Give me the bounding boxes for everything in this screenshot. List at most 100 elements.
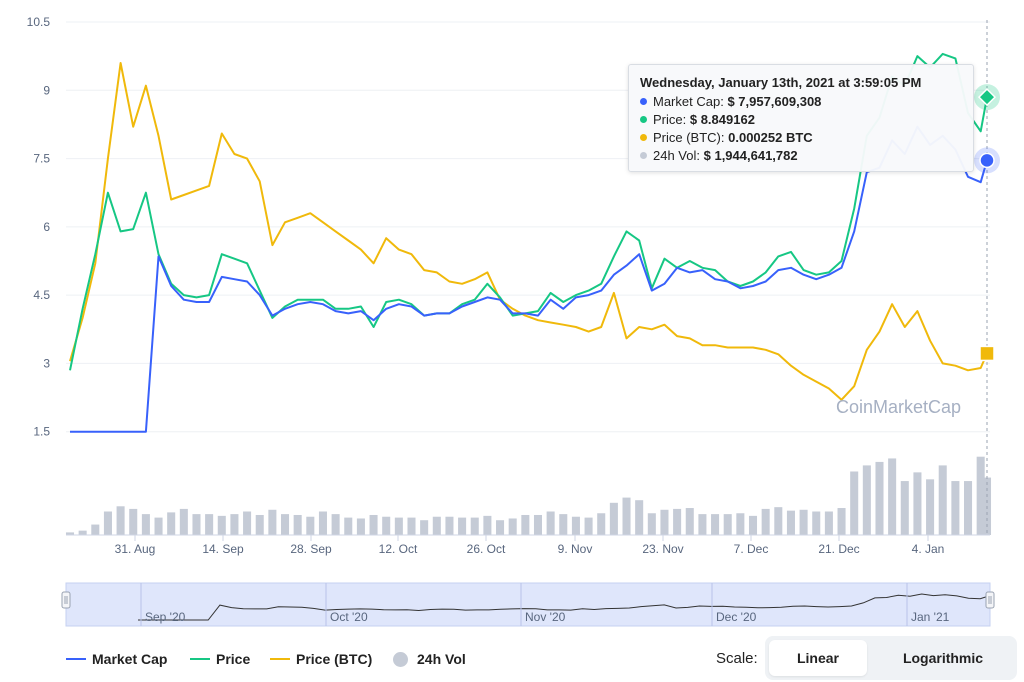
volume-bar: [862, 465, 871, 535]
navigator-left-handle[interactable]: [61, 591, 71, 609]
volume-bar: [496, 520, 505, 535]
price-line-icon: [190, 658, 210, 660]
price-dot-icon: [640, 116, 647, 123]
legend-item-price[interactable]: Price: [190, 648, 250, 670]
market-cap-line: [70, 125, 988, 433]
scale-logarithmic-button[interactable]: Logarithmic: [902, 650, 984, 666]
volume-bar: [91, 524, 100, 535]
volume-bar: [748, 515, 758, 535]
navigator-tick-label: Nov '20: [525, 610, 566, 624]
price-btc-marker: [979, 345, 995, 362]
volume-bar: [584, 517, 593, 535]
volume-bar: [293, 514, 302, 535]
tooltip-row-price-btc: Price (BTC): 0.000252 BTC: [640, 129, 813, 147]
volume-bar: [65, 532, 75, 535]
legend-label: Price (BTC): [296, 651, 373, 667]
volume-bar: [900, 481, 909, 535]
volume-bar: [635, 500, 644, 535]
tooltip-label: Price:: [653, 112, 687, 127]
volume-bar: [799, 509, 808, 535]
y-tick-label: 10.5: [27, 15, 51, 29]
volume-bar: [976, 456, 985, 535]
navigator-line: [138, 593, 987, 621]
tooltip-value: 0.000252 BTC: [728, 130, 813, 145]
x-tick-label: 21. Dec: [818, 542, 859, 556]
legend-label: Price: [216, 651, 251, 667]
volume-bar: [192, 514, 201, 535]
volume-bar: [167, 512, 176, 535]
volume-bar: [369, 514, 378, 535]
tooltip-row-price: Price: $ 8.849162: [640, 111, 755, 129]
volume-bar: [78, 530, 87, 535]
navigator-tick-label: Oct '20: [330, 610, 368, 624]
volume-bar: [761, 508, 770, 535]
y-tick-label: 4.5: [33, 288, 50, 302]
navigator-tick-label: Jan '21: [911, 610, 950, 624]
volume-bar: [888, 458, 897, 535]
tooltip-title: Wednesday, January 13th, 2021 at 3:59:05…: [640, 75, 922, 90]
navigator-right-handle[interactable]: [985, 591, 995, 609]
y-tick-label: 7.5: [33, 152, 50, 166]
volume-bar: [533, 514, 543, 535]
price-btc-dot-icon: [640, 134, 647, 141]
scale-linear-button[interactable]: Linear: [769, 640, 867, 676]
volume-bar: [736, 513, 745, 535]
volume-bar: [913, 472, 922, 535]
volume-bar: [964, 481, 973, 535]
volume-bar: [837, 508, 846, 535]
volume-bar: [723, 514, 732, 535]
volume-bar: [217, 515, 226, 535]
volume-bar: [382, 516, 391, 535]
scale-label: Scale:: [716, 650, 758, 667]
volume-bar: [141, 514, 150, 535]
volume-bar: [470, 517, 479, 535]
volume-bar: [711, 514, 720, 535]
tooltip-value: $ 1,944,641,782: [703, 148, 798, 163]
navigator-tick-label: Dec '20: [716, 610, 757, 624]
volume-bar: [938, 465, 947, 535]
tooltip: Wednesday, January 13th, 2021 at 3:59:05…: [628, 64, 974, 172]
volume-bar: [508, 518, 517, 535]
volume-bar: [394, 517, 403, 535]
volume-bar: [116, 506, 125, 535]
volume-bar: [698, 514, 707, 535]
x-tick-label: 14. Sep: [202, 542, 244, 556]
volume-bar: [609, 502, 618, 535]
legend-item-market-cap[interactable]: Market Cap: [66, 648, 167, 670]
volume-bar: [179, 508, 188, 535]
x-tick-label: 23. Nov: [642, 542, 683, 556]
tooltip-row-volume: 24h Vol: $ 1,944,641,782: [640, 147, 798, 165]
volume-bar: [875, 461, 884, 535]
market-cap-marker: [979, 152, 995, 169]
y-tick-label: 1.5: [33, 425, 50, 439]
volume-bar: [255, 514, 264, 535]
volume-bar: [850, 471, 859, 535]
volume-bar: [812, 511, 821, 535]
volume-bar: [458, 517, 467, 535]
volume-bar: [154, 517, 163, 535]
tooltip-label: 24h Vol:: [653, 148, 700, 163]
x-tick-label: 4. Jan: [912, 542, 945, 556]
volume-bar: [356, 518, 365, 535]
volume-bar: [205, 514, 214, 535]
price-line: [69, 52, 988, 371]
volume-bar: [774, 507, 783, 535]
volume-bar: [597, 513, 606, 535]
volume-bar: [243, 511, 252, 535]
volume-bar: [660, 509, 669, 535]
scale-toggle: Linear Logarithmic: [765, 636, 1017, 680]
volume-bar: [673, 508, 682, 535]
volume-bar: [951, 481, 960, 535]
legend-item-price-btc[interactable]: Price (BTC): [270, 648, 372, 670]
market-cap-line-icon: [66, 658, 86, 660]
legend-label: Market Cap: [92, 651, 168, 667]
legend-item-volume[interactable]: 24h Vol: [393, 648, 466, 670]
volume-bar: [331, 514, 340, 535]
volume-dot-icon: [393, 651, 408, 667]
navigator[interactable]: Sep '20 Oct '20 Nov '20 Dec '20 Jan '21: [61, 582, 995, 627]
volume-bar: [622, 497, 631, 535]
tooltip-value: $ 8.849162: [689, 112, 755, 127]
tooltip-row-market-cap: Market Cap: $ 7,957,609,308: [640, 93, 821, 111]
volume-bar: [281, 514, 290, 535]
